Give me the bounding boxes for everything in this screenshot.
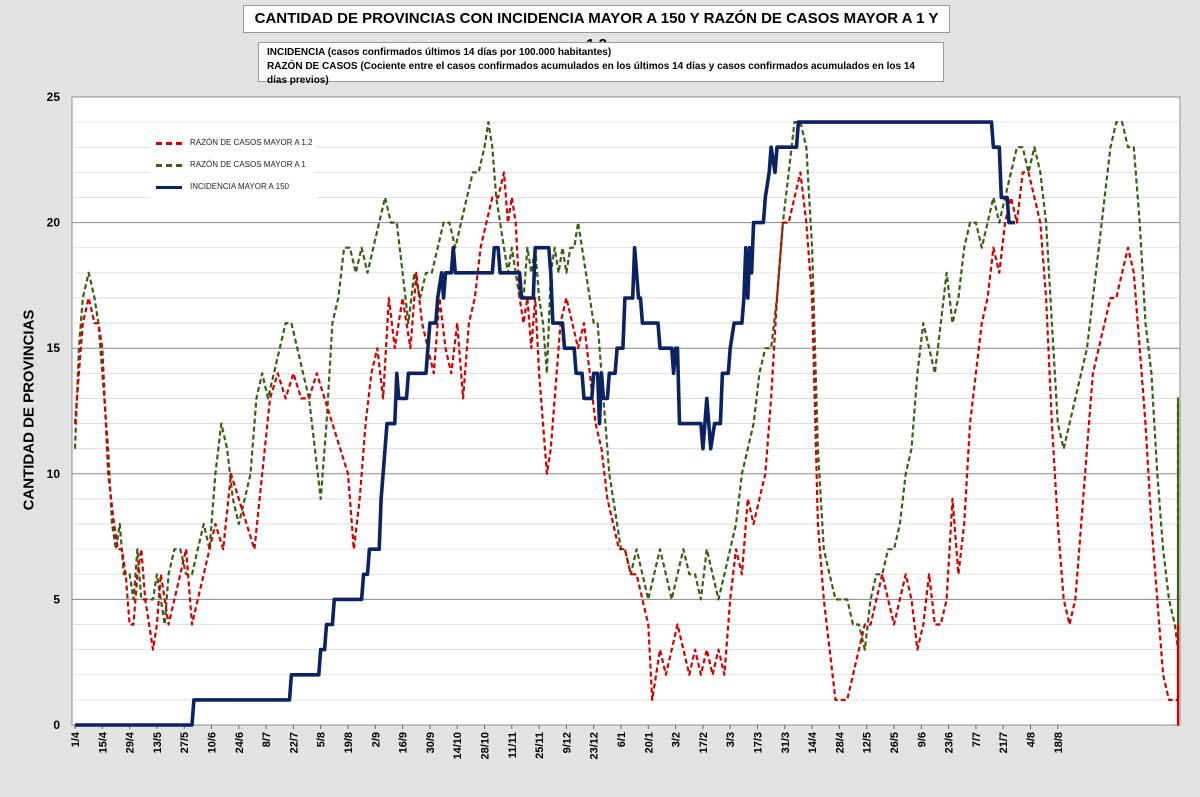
x-tick-label: 28/10 — [480, 732, 492, 760]
notes-box: INCIDENCIA (casos confirmados últimos 14… — [258, 42, 944, 86]
x-tick-label: 9/12 — [561, 732, 573, 753]
y-tick-label: 25 — [47, 90, 61, 104]
x-tick-label: 14/10 — [452, 732, 464, 760]
y-tick-label: 0 — [53, 718, 60, 732]
x-tick-label: 18/8 — [1053, 732, 1065, 753]
x-tick-label: 8/7 — [261, 732, 273, 747]
legend-swatch-incidencia — [156, 186, 182, 189]
x-tick-label: 11/11 — [507, 732, 519, 758]
x-tick-label: 22/7 — [288, 732, 300, 753]
x-tick-label: 23/6 — [944, 732, 956, 753]
legend-item-incidencia: INCIDENCIA MAYOR A 150 — [156, 180, 316, 194]
y-axis-label: CANTIDAD DE PROVINCIAS — [20, 309, 38, 511]
x-tick-label: 29/4 — [125, 731, 137, 753]
legend-item-razon-1-2: RAZÓN DE CASOS MAYOR A 1,2 — [156, 136, 316, 150]
series-line-razon-1 — [73, 120, 1180, 702]
y-tick-label: 15 — [47, 341, 61, 355]
x-tick-label: 17/2 — [698, 732, 710, 753]
x-tick-label: 26/5 — [889, 732, 901, 753]
x-tick-label: 7/7 — [971, 732, 983, 747]
note-incidencia: INCIDENCIA (casos confirmados últimos 14… — [267, 47, 612, 58]
x-tick-label: 28/4 — [834, 731, 846, 753]
legend-label-razon-1-2: RAZÓN DE CASOS MAYOR A 1,2 — [190, 138, 313, 147]
x-axis-ticks: 1/4 15/4 29/4 13/5 27/5 10/6 24/6 8/7 22/7 5/8 19/… — [70, 725, 1065, 760]
x-tick-label: 25/11 — [534, 732, 546, 759]
x-tick-label: 30/9 — [425, 732, 437, 753]
x-tick-label: 12/5 — [862, 732, 874, 753]
x-tick-label: 3/2 — [671, 732, 683, 747]
x-tick-label: 2/9 — [370, 732, 382, 747]
x-tick-label: 6/1 — [616, 732, 628, 747]
x-tick-label: 31/3 — [780, 732, 792, 753]
series-group — [73, 120, 1180, 727]
x-tick-label: 27/5 — [179, 732, 191, 753]
legend-item-razon-1: RAZÓN DE CASOS MAYOR A 1 — [156, 158, 316, 172]
x-tick-label: 3/3 — [725, 732, 737, 747]
x-tick-label: 23/12 — [589, 732, 601, 760]
legend: RAZÓN DE CASOS MAYOR A 1,2 RAZÓN DE CASO… — [150, 128, 316, 200]
x-tick-label: 15/4 — [97, 731, 109, 753]
x-tick-label: 19/8 — [343, 732, 355, 753]
x-tick-label: 4/8 — [1026, 732, 1038, 747]
series-line-incidencia — [75, 120, 1015, 727]
x-tick-label: 16/9 — [398, 732, 410, 753]
x-tick-label: 21/7 — [998, 732, 1010, 753]
x-tick-label: 14/4 — [807, 731, 819, 753]
x-tick-label: 1/4 — [70, 731, 82, 747]
x-tick-label: 24/6 — [234, 732, 246, 753]
y-tick-label: 5 — [53, 592, 60, 606]
series-line-razon-1-2 — [73, 171, 1180, 727]
legend-swatch-razon-1-2 — [156, 142, 182, 145]
legend-swatch-razon-1 — [156, 164, 182, 167]
legend-label-razon-1: RAZÓN DE CASOS MAYOR A 1 — [190, 160, 306, 169]
x-tick-label: 20/1 — [643, 732, 655, 753]
legend-label-incidencia: INCIDENCIA MAYOR A 150 — [190, 182, 289, 191]
y-tick-label: 10 — [47, 467, 61, 481]
y-tick-label: 20 — [47, 216, 61, 230]
x-tick-label: 13/5 — [152, 732, 164, 753]
x-tick-label: 5/8 — [316, 732, 328, 747]
chart-title: CANTIDAD DE PROVINCIAS CON INCIDENCIA MA… — [243, 5, 950, 53]
note-razon: RAZÓN DE CASOS (Cociente entre el casos … — [267, 61, 915, 86]
x-tick-label: 9/6 — [916, 732, 928, 747]
y-axis-ticks: 0 5 10 15 20 25 — [47, 90, 61, 732]
x-tick-label: 17/3 — [753, 732, 765, 753]
x-tick-label: 10/6 — [207, 732, 219, 753]
